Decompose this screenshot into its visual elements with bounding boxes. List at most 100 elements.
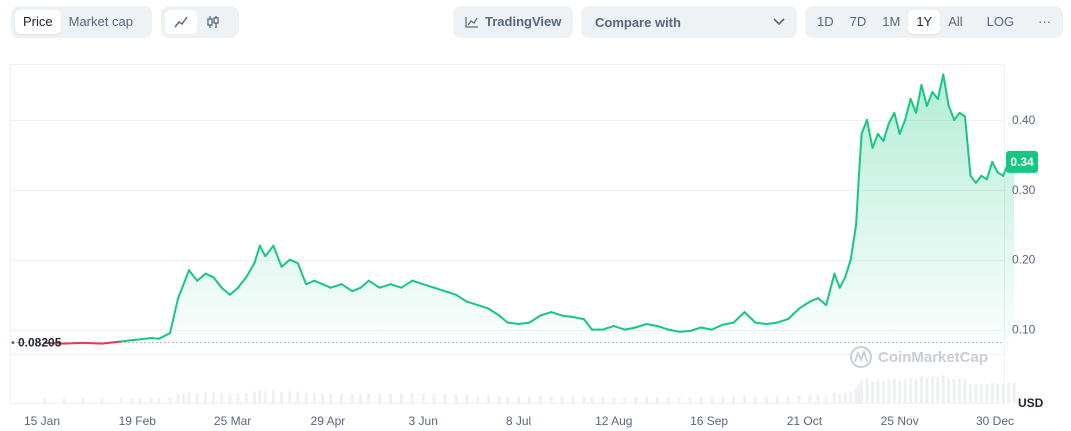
price-line-segment bbox=[754, 321, 768, 325]
volume-bar bbox=[914, 378, 918, 403]
price-line-segment bbox=[177, 283, 185, 300]
current-price-badge-bg bbox=[1006, 150, 1038, 173]
volume-bar bbox=[220, 393, 224, 403]
volume-bar bbox=[389, 393, 392, 403]
price-line-segment bbox=[258, 244, 267, 258]
range-all[interactable]: All bbox=[948, 14, 963, 29]
range-1y[interactable]: 1Y bbox=[908, 10, 941, 34]
volume-bar bbox=[854, 388, 858, 403]
watermark: CoinMarketCap bbox=[850, 346, 988, 368]
watermark-text: CoinMarketCap bbox=[878, 349, 988, 366]
line-chart-icon[interactable] bbox=[165, 10, 197, 34]
volume-bar bbox=[187, 392, 191, 403]
volume-bar bbox=[985, 384, 989, 403]
x-tick-label: 19 Feb bbox=[119, 414, 157, 428]
price-line-segment bbox=[904, 97, 912, 121]
range-1d[interactable]: 1D bbox=[817, 14, 834, 29]
volume-bar bbox=[797, 395, 801, 403]
x-tick-label: 25 Mar bbox=[214, 414, 251, 428]
price-line-segment bbox=[849, 223, 858, 261]
price-line-segment bbox=[898, 118, 907, 135]
volume-bar bbox=[312, 393, 316, 403]
price-line-segment bbox=[855, 174, 860, 226]
volume-bar bbox=[399, 393, 403, 403]
log-scale-button[interactable]: LOG bbox=[986, 14, 1015, 29]
currency-label: USD bbox=[1018, 396, 1044, 410]
current-price-badge: 0.34 bbox=[1006, 150, 1038, 173]
price-line-segment bbox=[787, 307, 800, 321]
price-line-segment bbox=[656, 325, 670, 331]
volume-bar bbox=[517, 396, 520, 403]
volume-bar bbox=[990, 382, 994, 403]
x-tick-label: 25 Nov bbox=[881, 414, 919, 428]
volume-bar bbox=[898, 380, 902, 403]
volume-bar bbox=[816, 394, 820, 403]
price-line bbox=[43, 73, 1016, 345]
volume-bar bbox=[350, 393, 354, 403]
volume-bar bbox=[157, 398, 161, 403]
price-line-segment bbox=[721, 321, 735, 326]
price-tab[interactable]: Price bbox=[15, 10, 61, 34]
price-line-segment bbox=[204, 272, 215, 279]
volume-bar bbox=[849, 391, 853, 403]
y-tick-label: 0.10 bbox=[1012, 323, 1036, 337]
volume-bar bbox=[775, 396, 779, 403]
price-line-segment bbox=[915, 84, 923, 114]
baseline-label: 0.08205 bbox=[18, 336, 62, 350]
volume-bar bbox=[43, 398, 47, 403]
volume-bar bbox=[465, 394, 469, 403]
volume-bar bbox=[612, 396, 616, 403]
price-line-segment bbox=[476, 304, 490, 310]
volume-bar bbox=[549, 395, 553, 403]
price-line-segment bbox=[340, 283, 354, 293]
price-line-segment bbox=[732, 311, 746, 324]
price-line-segment bbox=[550, 311, 564, 317]
more-options-button[interactable]: ··· bbox=[1038, 14, 1052, 29]
price-line-segment bbox=[958, 111, 966, 118]
price-line-segment bbox=[228, 286, 239, 296]
price-line-segment bbox=[296, 262, 308, 286]
volume-bar bbox=[590, 397, 594, 403]
tradingview-button[interactable]: TradingView bbox=[457, 10, 569, 34]
volume-bar bbox=[979, 384, 983, 403]
price-line-segment bbox=[776, 318, 790, 324]
volume-bar bbox=[130, 398, 134, 403]
y-axis: 0.10 0.20 0.30 0.40 bbox=[1012, 113, 1036, 337]
price-line-segment bbox=[411, 279, 425, 286]
compare-with-dropdown[interactable]: Compare with bbox=[581, 6, 797, 38]
y-tick-label: 0.40 bbox=[1012, 113, 1036, 127]
baseline-dot bbox=[11, 341, 15, 345]
price-line-segment bbox=[454, 293, 468, 303]
price-line-segment bbox=[969, 174, 977, 184]
volume-bar bbox=[560, 396, 564, 403]
volume-bar bbox=[236, 393, 240, 403]
volume-bar bbox=[100, 398, 104, 403]
price-line-segment bbox=[100, 340, 122, 345]
price-line-segment bbox=[798, 300, 811, 310]
price-line-segment bbox=[378, 283, 392, 289]
range-1m[interactable]: 1M bbox=[882, 14, 901, 29]
volume-bar bbox=[860, 380, 864, 403]
volume-bar bbox=[824, 395, 828, 403]
price-line-segment bbox=[991, 160, 999, 174]
market-cap-tab[interactable]: Market cap bbox=[68, 14, 133, 29]
range-7d[interactable]: 7D bbox=[849, 14, 867, 29]
volume-bar bbox=[244, 392, 248, 403]
volume-bar bbox=[81, 398, 85, 403]
volume-bar bbox=[666, 397, 670, 403]
volume-bar bbox=[634, 397, 638, 403]
volume-bar bbox=[892, 378, 896, 403]
price-line-segment bbox=[329, 283, 343, 289]
price-line-segment bbox=[974, 174, 983, 184]
volume-bar bbox=[832, 392, 836, 403]
candlestick-icon[interactable] bbox=[197, 10, 229, 34]
volume-bar bbox=[378, 393, 382, 403]
price-line-segment bbox=[465, 300, 479, 307]
price-line-segment bbox=[582, 318, 593, 331]
volume-bar bbox=[677, 397, 681, 403]
y-tick-label: 0.30 bbox=[1012, 183, 1036, 197]
volume-bar bbox=[838, 393, 842, 403]
volume-bar bbox=[271, 390, 275, 403]
x-tick-label: 15 Jan bbox=[24, 414, 60, 428]
